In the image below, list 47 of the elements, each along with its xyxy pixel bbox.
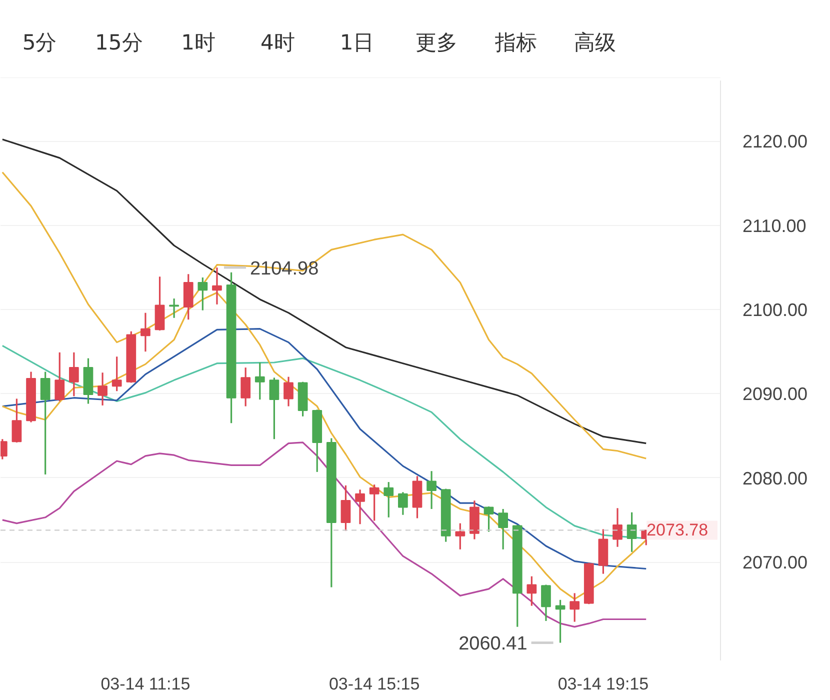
candlestick	[140, 312, 150, 352]
text: 更多	[415, 30, 458, 54]
candlestick	[269, 376, 280, 440]
candlestick	[570, 592, 580, 623]
candlestick	[612, 507, 622, 548]
candlestick	[498, 508, 508, 550]
candlestick	[12, 398, 22, 444]
x-tick-label: 03-14 15:15	[328, 674, 420, 694]
candlestick	[54, 352, 65, 402]
candlestick	[455, 522, 466, 550]
candlestick	[212, 266, 222, 306]
candlestick	[369, 484, 380, 522]
candlestick	[526, 576, 537, 607]
y-tick-label: 2070.00	[742, 552, 808, 573]
text: 1日	[340, 30, 374, 54]
text: 5分	[22, 30, 57, 54]
text: 高级	[574, 30, 616, 54]
candlestick	[398, 491, 408, 516]
candlestick	[484, 506, 494, 533]
candlestick	[426, 470, 436, 510]
candlestick	[240, 366, 251, 408]
x-tick-label: 03-14 11:15	[100, 674, 190, 694]
candlestick	[340, 484, 351, 532]
candlestick	[68, 352, 79, 397]
candlestick	[40, 370, 50, 476]
candlestick	[284, 376, 294, 408]
y-tick-label: 2080.00	[742, 468, 808, 488]
candlestick	[98, 372, 108, 406]
text: 1时	[181, 30, 216, 54]
candlestick	[555, 599, 566, 644]
candlestick	[254, 362, 265, 400]
candlestick	[198, 276, 208, 312]
annotation: 2060.41	[458, 634, 528, 655]
text: 4时	[260, 30, 295, 54]
y-tick-label: 2120.00	[742, 132, 808, 152]
text: 15分	[95, 30, 143, 54]
candlestick	[626, 512, 637, 553]
candlestick	[112, 356, 122, 392]
x-tick-label: 03-14 19:15	[558, 674, 649, 694]
ref-line-label: 2073.78	[646, 520, 708, 540]
y-tick-label: 2100.00	[742, 300, 808, 320]
text: 指标	[494, 30, 537, 54]
y-tick-label: 2090.00	[742, 384, 808, 404]
candlestick	[541, 584, 551, 622]
candlestick	[384, 481, 394, 518]
candlestick	[355, 488, 365, 525]
y-tick-label: 2110.00	[742, 216, 806, 236]
